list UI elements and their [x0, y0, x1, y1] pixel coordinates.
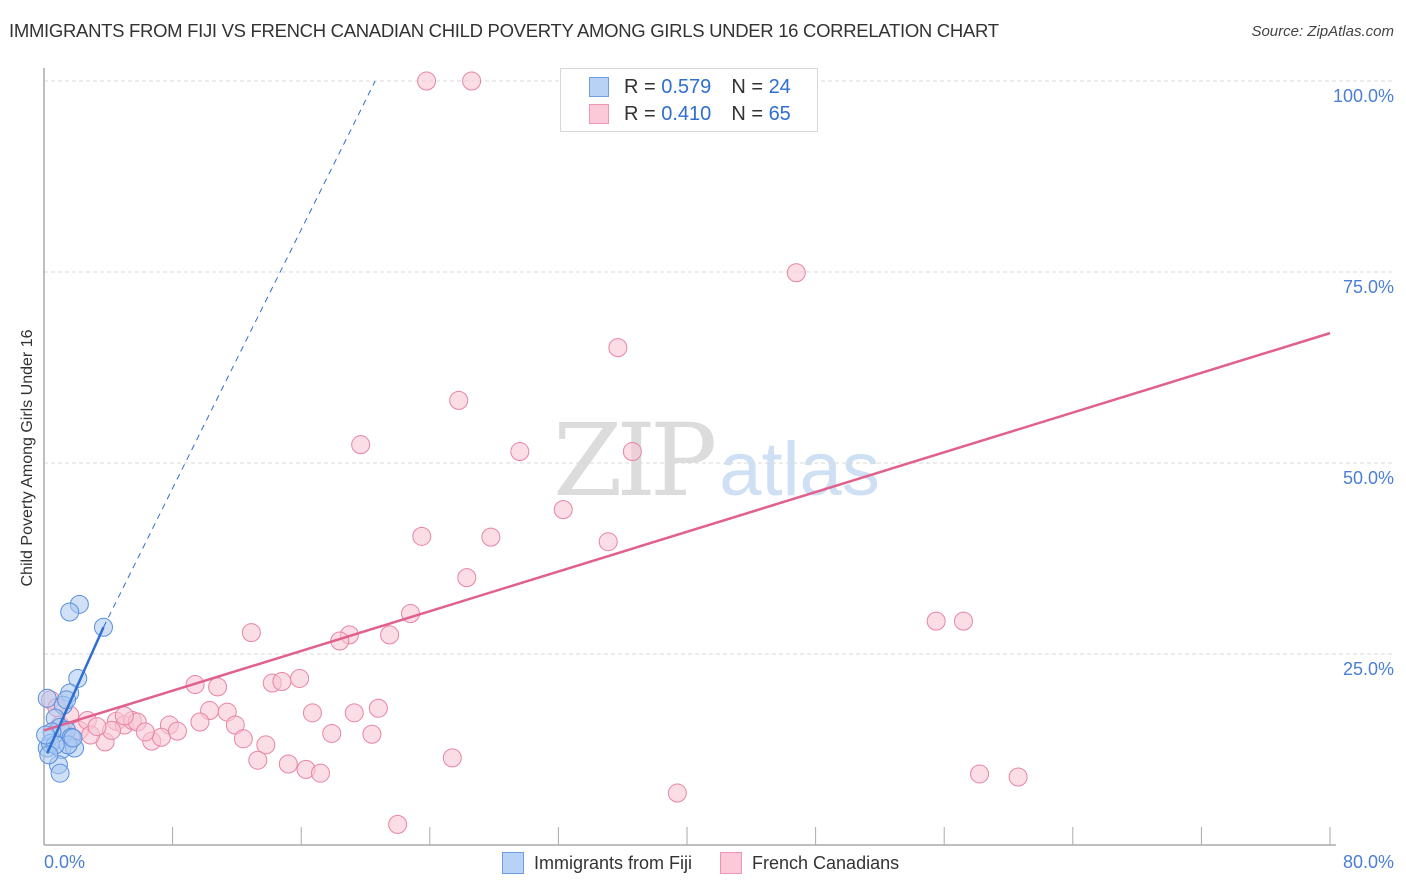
n-label: N = [731, 75, 763, 98]
data-point-french [622, 442, 642, 462]
source-label: Source: ZipAtlas.com [1251, 23, 1394, 40]
n-label: N = [731, 102, 763, 125]
data-point-french [457, 568, 477, 588]
data-point-french [322, 723, 342, 743]
y-tick-100: 100.0% [1332, 86, 1394, 106]
data-point-french [190, 712, 210, 732]
data-point-french [241, 623, 261, 643]
legend-item-french[interactable]: French Canadians [720, 852, 899, 874]
chart-title: IMMIGRANTS FROM FIJI VS FRENCH CANADIAN … [9, 20, 999, 41]
r-label: R = [624, 102, 656, 125]
y-tick-25: 25.0% [1342, 659, 1394, 679]
data-point-french [926, 611, 946, 631]
data-point-french [362, 724, 382, 744]
data-point-french [351, 435, 371, 455]
data-point-french [786, 263, 806, 283]
legend-row-french: R = 0.410 N = 65 [589, 102, 791, 126]
r-label: R = [624, 75, 656, 98]
data-point-french [302, 703, 322, 723]
data-point-fiji [63, 728, 83, 748]
data-point-french [135, 722, 155, 742]
data-point-french [412, 526, 432, 546]
y-axis-label: Child Poverty Among Girls Under 16 [19, 329, 36, 587]
data-point-french [256, 735, 276, 755]
legend-item-fiji[interactable]: Immigrants from Fiji [502, 852, 692, 874]
data-point-french [417, 71, 437, 91]
data-point-french [278, 754, 298, 774]
data-point-french [290, 668, 310, 688]
data-point-french [344, 703, 364, 723]
french-swatch-icon [589, 104, 609, 124]
data-point-french [368, 698, 388, 718]
french-swatch-icon [720, 852, 743, 874]
trendline-fiji-extension [103, 80, 376, 628]
data-point-french [510, 442, 530, 462]
data-point-french [272, 672, 292, 692]
legend-row-fiji: R = 0.579 N = 24 [589, 75, 791, 99]
data-point-french [248, 750, 268, 770]
data-point-fiji [60, 602, 80, 622]
r-value-fiji: 0.579 [661, 75, 712, 98]
zipatlas-watermark: ZIPatlas [553, 402, 880, 519]
data-point-french [462, 71, 482, 91]
data-point-french [208, 677, 228, 697]
n-value-fiji: 24 [768, 75, 791, 98]
trendline-fiji [46, 626, 105, 754]
x-tick-min: 0.0% [44, 852, 86, 872]
data-point-fiji [50, 763, 70, 783]
fiji-swatch-icon [502, 852, 524, 874]
data-point-fiji [37, 688, 57, 708]
data-point-french [953, 611, 973, 631]
data-point-french [233, 729, 253, 749]
data-point-french [449, 390, 469, 410]
data-point-fiji [39, 745, 59, 765]
data-point-french [598, 532, 618, 552]
legend-label-fiji: Immigrants from Fiji [534, 852, 693, 873]
data-point-french [442, 748, 462, 768]
data-point-french [151, 727, 171, 747]
data-point-french [87, 717, 107, 737]
n-value-french: 65 [768, 102, 791, 125]
r-value-french: 0.410 [661, 102, 712, 125]
data-point-french [553, 500, 573, 520]
data-point-french [114, 706, 134, 726]
series-legend: Immigrants from Fiji French Canadians [502, 852, 927, 874]
data-point-french [970, 764, 990, 784]
data-point-french [667, 783, 687, 803]
data-point-french [1008, 767, 1028, 787]
data-point-french [167, 721, 187, 741]
data-point-french [608, 338, 628, 358]
data-point-french [310, 763, 330, 783]
data-point-french [388, 814, 408, 834]
correlation-legend: R = 0.579 N = 24 R = 0.410 N = 65 [560, 68, 818, 132]
y-tick-75: 75.0% [1342, 277, 1394, 297]
data-point-french [481, 527, 501, 547]
legend-label-french: French Canadians [752, 852, 900, 873]
data-point-french [380, 625, 400, 645]
fiji-swatch-icon [589, 77, 609, 97]
trendline-french [43, 331, 1331, 732]
x-tick-max: 80.0% [1342, 852, 1394, 872]
y-tick-50: 50.0% [1342, 468, 1394, 488]
